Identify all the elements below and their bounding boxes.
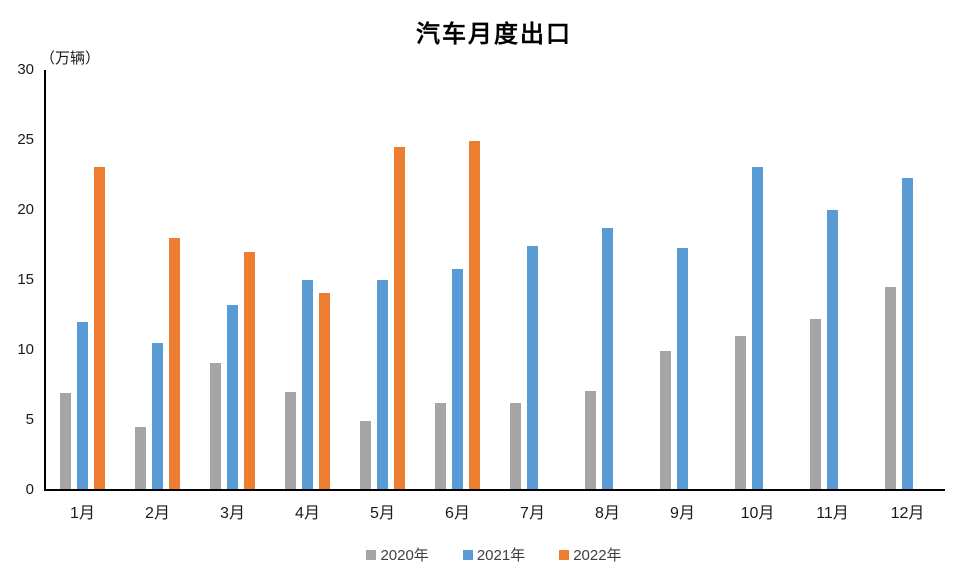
bar-2020年-10月 <box>735 336 746 490</box>
legend-label-2021: 2021年 <box>476 547 526 564</box>
x-tick-5: 5月 <box>370 505 395 522</box>
y-tick-15: 15 <box>17 271 34 288</box>
bar-2022年-5月 <box>394 147 405 490</box>
bar-2020年-8月 <box>585 390 596 490</box>
bar-2022年-3月 <box>244 252 255 490</box>
legend-item-2022: 2022年 <box>559 544 622 565</box>
bar-2021年-10月 <box>752 166 763 490</box>
y-axis-line <box>44 70 46 491</box>
bar-2022年-4月 <box>319 292 330 490</box>
x-tick-1: 1月 <box>70 505 95 522</box>
x-tick-11: 11月 <box>816 505 849 522</box>
x-tick-3: 3月 <box>220 505 245 522</box>
x-tick-9: 9月 <box>670 505 695 522</box>
legend-item-2021: 2021年 <box>462 544 526 565</box>
bar-2021年-7月 <box>527 246 538 490</box>
bar-2020年-3月 <box>210 362 221 490</box>
bar-2020年-11月 <box>810 319 821 490</box>
legend-swatch-2021 <box>462 549 473 560</box>
bar-2022年-6月 <box>469 141 480 490</box>
x-tick-4: 4月 <box>295 505 320 522</box>
bar-2021年-3月 <box>227 305 238 490</box>
bar-2021年-11月 <box>827 210 838 490</box>
y-tick-20: 20 <box>17 201 34 218</box>
bar-2020年-7月 <box>510 403 521 490</box>
y-tick-30: 30 <box>17 61 34 78</box>
bar-2021年-9月 <box>677 247 688 490</box>
bar-2020年-1月 <box>60 393 71 490</box>
bar-2020年-5月 <box>360 421 371 490</box>
legend-label-2022: 2022年 <box>573 547 622 564</box>
bar-2022年-1月 <box>94 166 105 490</box>
legend-label-2020: 2020年 <box>380 547 429 564</box>
x-tick-12: 12月 <box>890 505 925 522</box>
bar-2021年-4月 <box>302 280 313 490</box>
x-tick-2: 2月 <box>145 505 170 522</box>
bar-2020年-4月 <box>285 392 296 490</box>
bar-2021年-2月 <box>152 343 163 490</box>
y-tick-10: 10 <box>17 341 34 358</box>
legend-swatch-2022 <box>559 549 570 560</box>
legend-item-2020: 2020年 <box>366 544 429 565</box>
legend: 2020年 2021年 2022年 <box>44 544 944 565</box>
bar-2021年-6月 <box>452 268 463 490</box>
bar-2020年-6月 <box>435 403 446 490</box>
bar-2021年-12月 <box>902 177 913 490</box>
bar-2022年-2月 <box>169 238 180 490</box>
bar-2021年-8月 <box>602 228 613 490</box>
x-axis-line <box>44 489 945 491</box>
y-tick-25: 25 <box>17 131 34 148</box>
x-tick-10: 10月 <box>740 505 775 522</box>
legend-swatch-2020 <box>366 549 377 560</box>
y-tick-5: 5 <box>25 411 34 428</box>
x-tick-6: 6月 <box>445 505 470 522</box>
y-tick-0: 0 <box>25 481 34 498</box>
x-tick-8: 8月 <box>595 505 620 522</box>
y-axis-unit-label: （万辆） <box>40 51 101 67</box>
chart-title: 汽车月度出口 <box>416 22 572 48</box>
bar-2020年-12月 <box>885 287 896 490</box>
bar-2020年-2月 <box>135 427 146 490</box>
bar-2021年-1月 <box>77 322 88 490</box>
x-tick-7: 7月 <box>520 505 545 522</box>
bar-2021年-5月 <box>377 280 388 490</box>
bar-2020年-9月 <box>660 351 671 490</box>
